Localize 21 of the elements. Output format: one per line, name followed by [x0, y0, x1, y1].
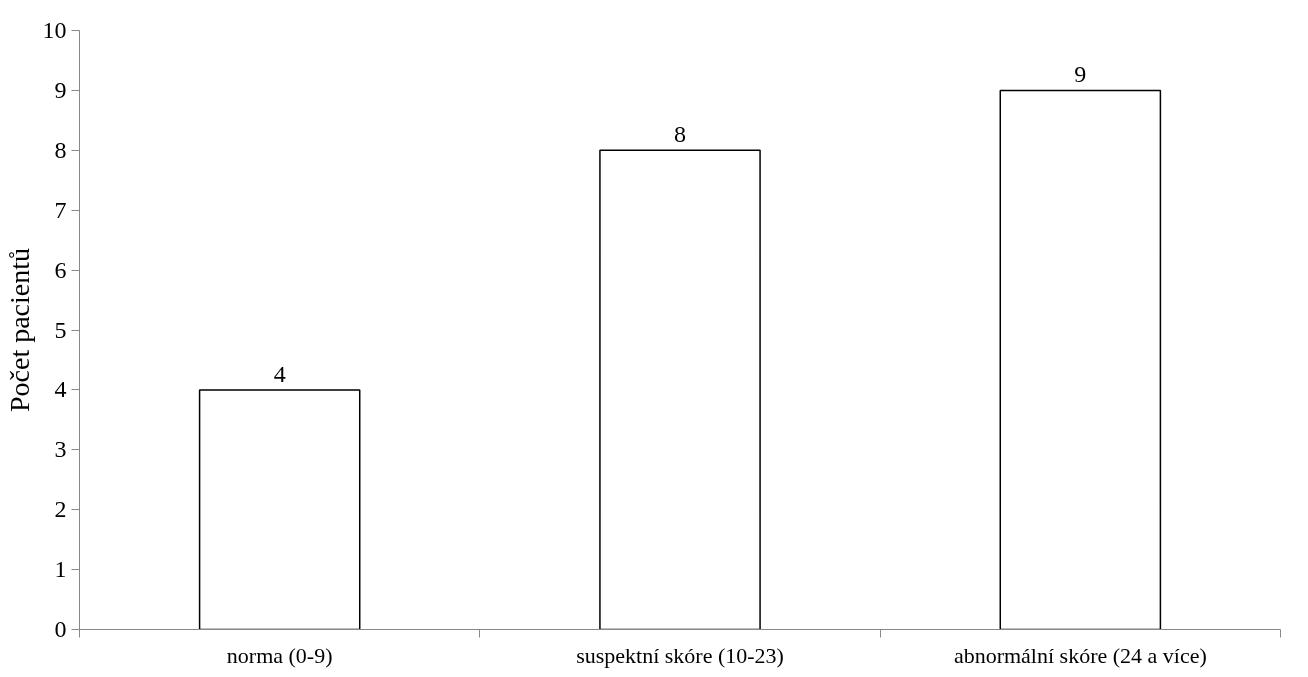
x-tick-label: norma (0-9): [226, 642, 333, 668]
y-tick-label: 7: [54, 196, 67, 223]
y-tick-label: 2: [54, 496, 67, 523]
bar: [999, 89, 1162, 630]
y-tick-label: 8: [54, 136, 67, 163]
data-label: 9: [1074, 61, 1087, 88]
x-tick-label: abnormální skóre (24 a více): [953, 642, 1207, 668]
y-tick-label: 5: [54, 316, 67, 343]
data-label: 4: [273, 360, 286, 387]
bar: [599, 149, 761, 630]
y-tick-label: 1: [54, 556, 67, 583]
y-tick-label: 4: [54, 376, 67, 403]
y-tick-label: 6: [54, 256, 67, 283]
y-tick-label: 0: [54, 616, 67, 642]
data-label: 8: [674, 121, 686, 148]
bar: [198, 389, 361, 630]
y-tick-label: 10: [42, 17, 67, 43]
y-axis-title: Počet pacientů: [3, 247, 35, 413]
y-tick-label: 3: [54, 436, 67, 463]
y-tick-label: 9: [54, 76, 67, 103]
x-tick-label: suspektní skóre (10-23): [576, 642, 784, 668]
